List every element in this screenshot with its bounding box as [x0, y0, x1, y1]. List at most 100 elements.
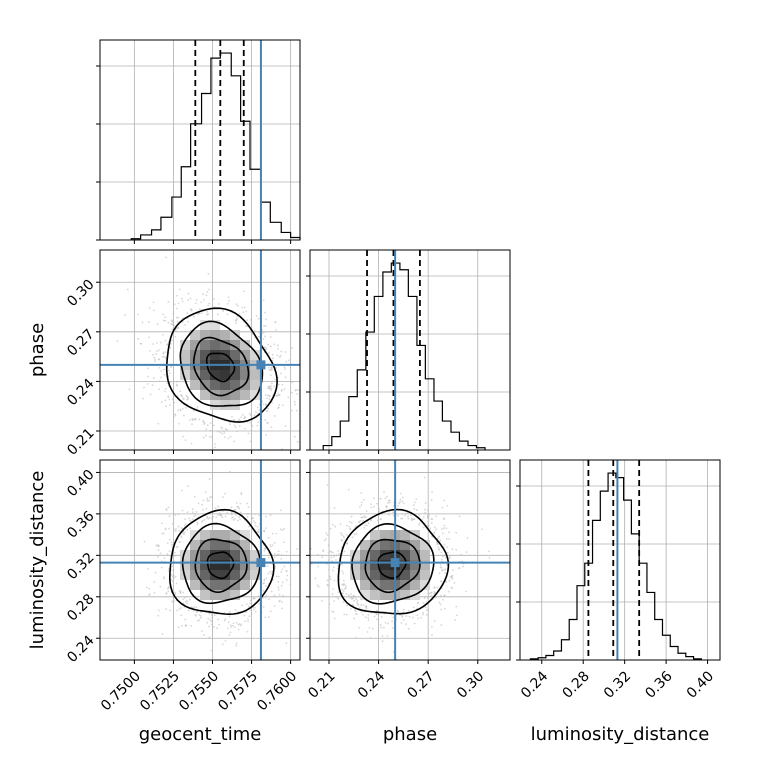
sample-point [245, 603, 248, 606]
sample-point [285, 550, 288, 553]
sample-point [345, 524, 348, 527]
sample-point [314, 577, 317, 580]
sample-point [280, 571, 283, 573]
sample-point [232, 516, 234, 519]
sample-point [437, 537, 440, 539]
sample-point [175, 546, 178, 549]
sample-point [171, 339, 173, 342]
sample-point [230, 626, 233, 628]
sample-point [166, 343, 169, 345]
sample-point [210, 495, 213, 498]
sample-point [182, 532, 184, 535]
sample-point [149, 393, 152, 396]
sample-point [375, 613, 378, 615]
sample-point [255, 315, 258, 317]
density-cell [180, 340, 190, 350]
sample-point [435, 528, 438, 531]
sample-point [216, 430, 219, 433]
sample-point [137, 313, 139, 316]
sample-point [175, 307, 178, 310]
density-cell [220, 370, 230, 380]
sample-point [177, 513, 180, 516]
sample-point [381, 640, 384, 643]
sample-point [208, 302, 211, 305]
sample-point [212, 424, 215, 427]
sample-point [269, 571, 272, 573]
density-cell [220, 400, 230, 410]
sample-point [418, 524, 421, 526]
density-cell [250, 560, 260, 570]
sample-point [399, 498, 402, 501]
sample-point [402, 502, 405, 505]
sample-point [250, 413, 253, 416]
sample-point [277, 553, 280, 556]
sample-point [246, 502, 248, 505]
sample-point [262, 582, 265, 585]
sample-point [189, 297, 192, 300]
sample-point [273, 594, 276, 597]
sample-point [274, 565, 277, 568]
sample-point [175, 384, 178, 387]
sample-point [404, 514, 407, 517]
sample-point [354, 596, 357, 599]
sample-point [277, 550, 280, 553]
contour-line [168, 508, 275, 616]
sample-point [358, 626, 361, 629]
sample-point [405, 623, 408, 626]
sample-point [282, 541, 285, 544]
sample-point [178, 529, 181, 532]
sample-point [372, 505, 375, 508]
sample-point [228, 470, 231, 473]
sample-point [200, 312, 203, 315]
sample-point [183, 525, 186, 527]
sample-point [180, 614, 183, 617]
sample-point [187, 485, 190, 487]
sample-point [193, 515, 195, 518]
sample-point [331, 551, 334, 554]
sample-point [164, 387, 167, 390]
sample-point [391, 620, 394, 623]
sample-point [258, 335, 261, 338]
sample-point [262, 589, 265, 592]
sample-point [195, 514, 197, 517]
sample-point [278, 394, 281, 396]
sample-point [363, 516, 365, 519]
sample-point [333, 600, 336, 602]
density-cell [380, 550, 390, 560]
sample-point [257, 530, 259, 533]
sample-point [153, 581, 156, 583]
density-cell [230, 380, 240, 390]
sample-point [360, 604, 362, 607]
sample-point [249, 609, 252, 611]
density-cell [220, 380, 230, 390]
density-cell [370, 530, 380, 540]
sample-point [174, 554, 176, 557]
sample-point [332, 566, 335, 569]
sample-point [289, 583, 292, 586]
sample-point [200, 611, 203, 614]
sample-point [239, 511, 242, 514]
sample-point [327, 551, 330, 554]
sample-point [152, 377, 155, 380]
sample-point [198, 418, 201, 421]
sample-point [373, 615, 376, 618]
sample-point [352, 597, 355, 600]
sample-point [180, 607, 183, 609]
sample-point [447, 590, 450, 593]
sample-point [329, 550, 332, 553]
sample-point [205, 515, 208, 518]
sample-point [449, 554, 452, 557]
sample-point [285, 360, 288, 363]
sample-point [277, 575, 280, 578]
sample-point [417, 514, 420, 517]
sample-point [174, 530, 177, 533]
sample-point [216, 313, 219, 316]
sample-point [191, 518, 194, 521]
sample-point [174, 593, 177, 596]
sample-point [171, 328, 174, 331]
sample-point [181, 300, 184, 303]
sample-point [339, 523, 342, 526]
sample-point [272, 357, 274, 360]
density-cell [360, 570, 370, 580]
sample-point [167, 395, 170, 398]
